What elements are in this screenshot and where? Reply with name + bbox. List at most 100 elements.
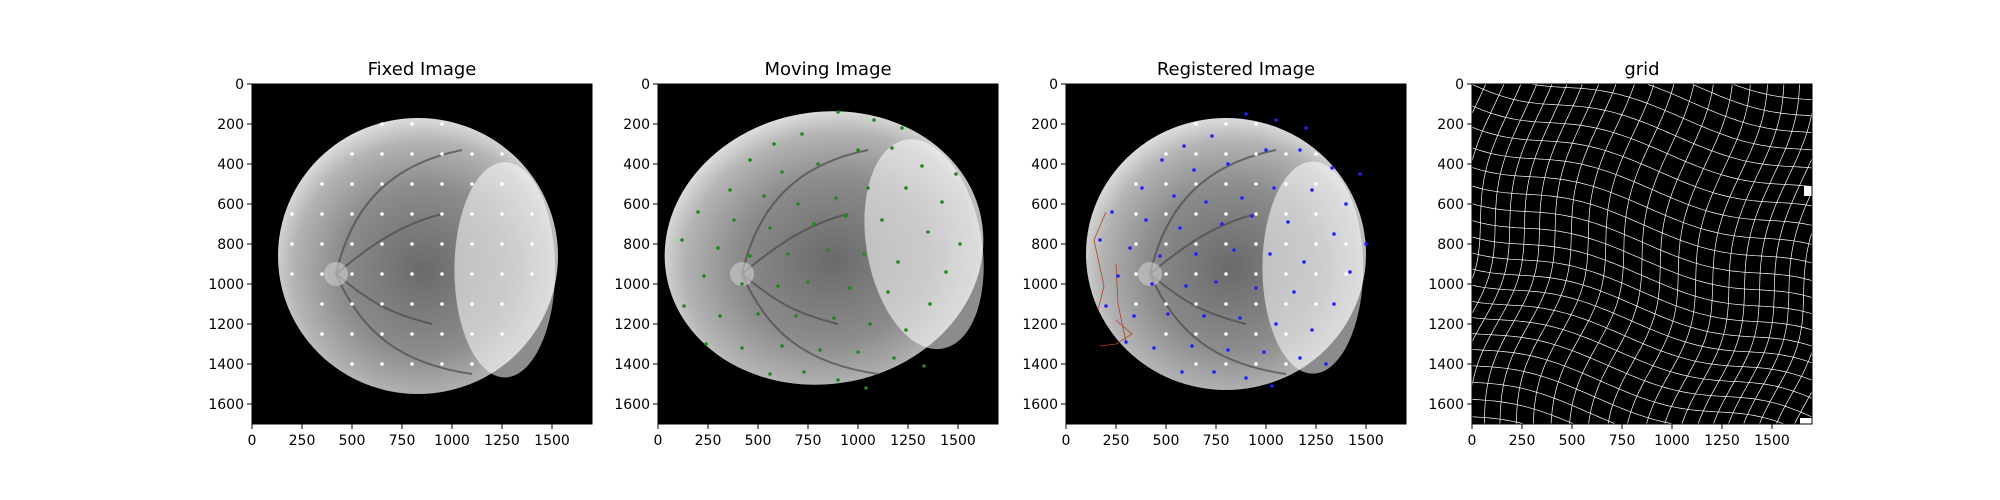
plot-area: [664, 110, 984, 390]
y-tick-label: 800: [1437, 237, 1464, 253]
landmark-point: [1194, 212, 1198, 216]
landmark-point: [836, 110, 840, 114]
x-tick-label: 0: [248, 433, 257, 449]
landmark-point: [704, 342, 708, 346]
landmark-point: [500, 152, 504, 156]
landmark-point: [410, 182, 414, 186]
landmark-point: [1134, 242, 1138, 246]
overlay-landmark-point: [1180, 370, 1184, 374]
x-tick-label: 0: [1062, 433, 1071, 449]
landmark-point: [954, 172, 958, 176]
landmark-point: [836, 378, 840, 382]
overlay-landmark-point: [1104, 304, 1108, 308]
landmark-point: [440, 242, 444, 246]
panel-grid: grid 0 250 500 750 1000 1250 1500 0 200 400 600 800…: [1428, 0, 1952, 449]
x-tick-label: 250: [289, 433, 316, 449]
grid-line: [1588, 84, 1695, 424]
landmark-point: [786, 252, 790, 256]
landmark-point: [440, 272, 444, 276]
panel-title: grid: [1624, 59, 1659, 80]
x-tick-label: 1500: [940, 433, 976, 449]
landmark-point: [1254, 242, 1258, 246]
landmark-point: [1164, 182, 1168, 186]
landmark-point: [440, 122, 444, 126]
x-tick-label: 500: [1559, 433, 1586, 449]
landmark-point: [470, 212, 474, 216]
landmark-point: [1224, 362, 1228, 366]
landmark-point: [682, 304, 686, 308]
landmark-point: [1134, 182, 1138, 186]
landmark-point: [350, 242, 354, 246]
overlay-landmark-point: [1244, 112, 1248, 116]
x-tick-label: 1250: [484, 433, 520, 449]
landmark-point: [1164, 302, 1168, 306]
y-tick-label: 1200: [614, 317, 650, 333]
grid-line: [1472, 236, 1812, 315]
overlay-landmark-point: [1128, 246, 1132, 250]
landmark-point: [944, 270, 948, 274]
overlay-landmark-point: [1310, 188, 1314, 192]
overlay-landmark-point: [1140, 186, 1144, 190]
y-tick-label: 400: [623, 157, 650, 173]
y-tick-label: 0: [1049, 77, 1058, 93]
landmark-point: [1284, 212, 1288, 216]
landmark-point: [380, 182, 384, 186]
optic-disc: [1138, 262, 1162, 286]
landmark-point: [1194, 152, 1198, 156]
residual-line: [1115, 263, 1127, 343]
landmark-point: [892, 356, 896, 360]
y-tick-label: 800: [1031, 237, 1058, 253]
y-tick-label: 1400: [1022, 357, 1058, 373]
landmark-point: [380, 332, 384, 336]
landmark-point: [896, 260, 900, 264]
grid-line: [1456, 0, 1952, 65]
x-tick-label: 250: [695, 433, 722, 449]
landmark-point: [1194, 302, 1198, 306]
landmark-point: [1254, 362, 1258, 366]
landmark-point: [380, 242, 384, 246]
residual-line: [1099, 319, 1133, 347]
overlay-landmark-point: [1226, 162, 1230, 166]
landmark-point: [904, 328, 908, 332]
landmark-point: [1194, 272, 1198, 276]
grid-line: [1472, 284, 1812, 364]
landmark-point: [350, 272, 354, 276]
y-tick-label: 0: [235, 77, 244, 93]
landmark-point: [530, 212, 534, 216]
landmark-point: [1164, 152, 1168, 156]
landmark-point: [380, 362, 384, 366]
landmark-point: [886, 290, 890, 294]
overlay-landmark-point: [1098, 238, 1102, 242]
x-tick-label: 750: [1609, 433, 1636, 449]
landmark-point: [904, 186, 908, 190]
x-tick-label: 0: [654, 433, 663, 449]
overlay-landmark-point: [1364, 242, 1368, 246]
x-tick-label: 750: [389, 433, 416, 449]
vessel: [741, 149, 869, 275]
landmark-point: [1254, 122, 1258, 126]
landmark-point: [1284, 362, 1288, 366]
landmark-point: [440, 182, 444, 186]
landmark-point: [1224, 242, 1228, 246]
overlay-landmark-point: [1286, 220, 1290, 224]
landmark-point: [500, 182, 504, 186]
landmark-point: [872, 118, 876, 122]
panel-title: Moving Image: [764, 59, 891, 80]
overlay-landmark-point: [1270, 384, 1274, 388]
landmark-point: [1284, 272, 1288, 276]
landmark-point: [718, 314, 722, 318]
landmark-point: [856, 148, 860, 152]
grid-line: [1472, 301, 1812, 381]
landmark-point: [802, 370, 806, 374]
landmark-point: [816, 162, 820, 166]
landmark-point: [350, 152, 354, 156]
overlay-landmark-point: [1150, 282, 1154, 286]
landmark-point: [530, 272, 534, 276]
x-tick-label: 500: [745, 433, 772, 449]
grid-edge-gap: [1804, 186, 1812, 196]
vessel: [741, 213, 849, 275]
landmark-point: [1224, 122, 1228, 126]
overlay-landmark-point: [1332, 232, 1336, 236]
overlay-landmark-point: [1274, 322, 1278, 326]
overlay-landmark-point: [1152, 346, 1156, 350]
